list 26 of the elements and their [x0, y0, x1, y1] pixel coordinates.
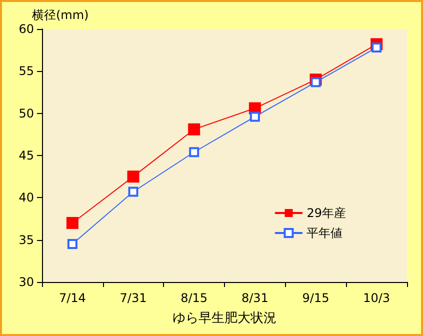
x-tick-label: 9/15 — [302, 291, 330, 305]
y-tick-label: 40 — [18, 190, 34, 205]
y-tick-label: 30 — [18, 275, 34, 289]
point — [188, 123, 200, 136]
point — [66, 216, 78, 229]
x-axis-title: ゆら早生肥大状況 — [172, 311, 276, 326]
y-tick-label: 55 — [18, 64, 34, 78]
legend-label: 平年値 — [306, 226, 343, 240]
x-tick-label: 8/15 — [180, 291, 208, 305]
y-axis-title: 横径(mm) — [32, 8, 89, 22]
point — [250, 112, 260, 122]
y-tick-label: 35 — [18, 232, 34, 247]
x-tick-label: 8/31 — [241, 291, 268, 305]
legend-label: 29年産 — [306, 206, 346, 220]
point — [128, 186, 138, 197]
x-tick-label: 10/3 — [363, 291, 390, 305]
x-tick-label: 7/14 — [58, 291, 86, 305]
y-tick-label: 60 — [18, 22, 34, 36]
point — [372, 42, 382, 53]
point — [310, 77, 321, 88]
y-tick-label: 50 — [18, 106, 34, 120]
point — [189, 147, 200, 158]
point — [67, 239, 78, 250]
point — [127, 170, 140, 183]
y-tick-label: 45 — [18, 148, 34, 162]
x-tick-label: 7/31 — [120, 291, 147, 305]
